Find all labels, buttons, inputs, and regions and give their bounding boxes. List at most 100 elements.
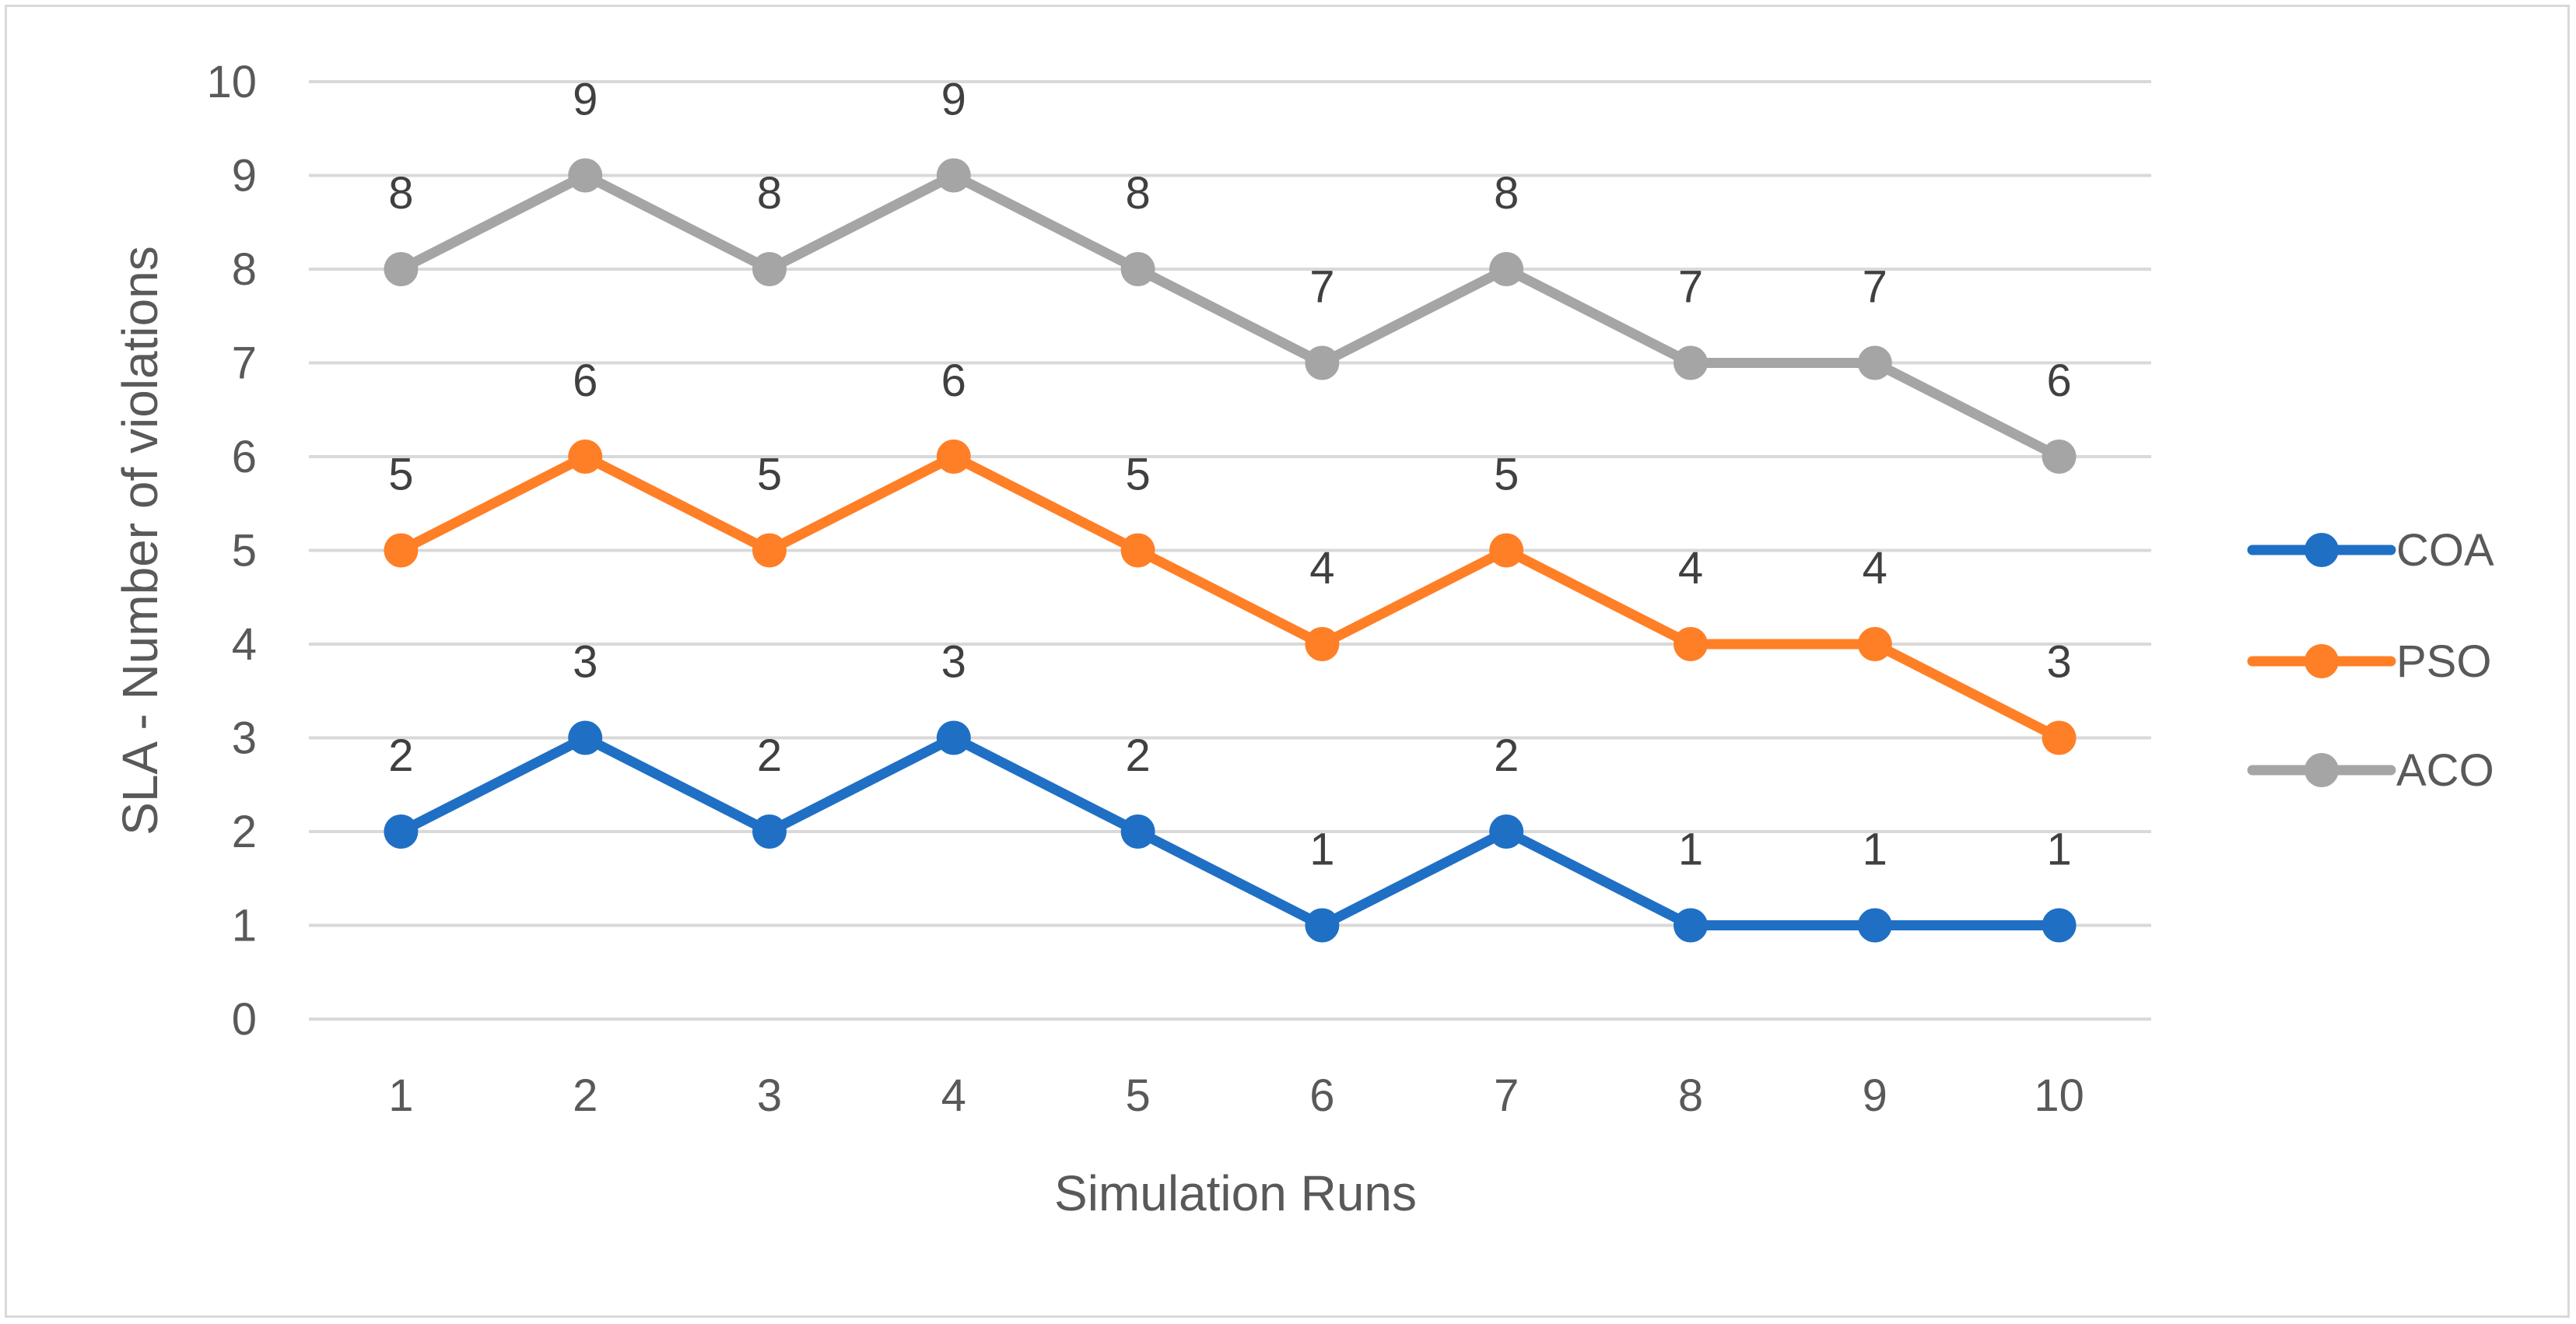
data-point-coa: [752, 814, 787, 849]
data-label-pso: 5: [1125, 450, 1150, 500]
data-point-aco: [1489, 252, 1524, 286]
data-label-aco: 7: [1678, 262, 1703, 313]
data-label-aco: 7: [1863, 262, 1887, 313]
legend-marker-aco: [2304, 753, 2339, 787]
x-tick-label: 2: [573, 1070, 598, 1121]
data-label-coa: 2: [1125, 730, 1150, 781]
data-point-aco: [1857, 345, 1892, 380]
data-label-coa: 1: [1309, 825, 1334, 875]
series-line-aco: [395, 170, 2065, 462]
x-tick-label: 5: [1125, 1070, 1150, 1121]
x-tick-label: 8: [1678, 1070, 1703, 1121]
data-label-pso: 4: [1309, 543, 1334, 594]
x-axis-title: Simulation Runs: [1054, 1165, 1417, 1221]
y-tick-label: 4: [232, 619, 257, 670]
chart-frame: [5, 5, 2570, 1318]
data-point-aco: [384, 252, 419, 286]
data-point-coa: [384, 814, 419, 849]
x-tick-label: 1: [388, 1070, 413, 1121]
series-lines: [395, 170, 2065, 930]
data-point-aco: [1674, 345, 1708, 380]
series-line-pso: [395, 451, 2065, 743]
legend-marker-pso: [2304, 644, 2339, 678]
y-tick-label: 0: [232, 994, 257, 1045]
data-label-aco: 6: [2046, 356, 2071, 406]
data-label-coa: 2: [388, 730, 413, 781]
data-label-aco: 8: [757, 168, 782, 219]
legend: COA PSO ACO: [2247, 525, 2494, 796]
x-tick-label: 7: [1494, 1070, 1519, 1121]
data-label-coa: 3: [573, 637, 598, 688]
data-label-pso: 6: [573, 356, 598, 406]
data-label-pso: 3: [2046, 637, 2071, 688]
data-point-pso: [568, 440, 603, 474]
y-tick-label: 5: [232, 526, 257, 576]
y-tick-label: 6: [232, 432, 257, 482]
data-point-pso: [1857, 627, 1892, 661]
data-label-pso: 5: [388, 450, 413, 500]
x-axis-ticks: 1 2 3 4 5 6 7 8 9 10: [388, 1070, 2084, 1121]
data-point-aco: [568, 158, 603, 193]
legend-label-pso: PSO: [2396, 636, 2492, 687]
data-label-pso: 5: [1494, 450, 1519, 500]
data-label-coa: 2: [1494, 730, 1519, 781]
y-tick-label: 3: [232, 713, 257, 764]
data-point-aco: [1305, 345, 1340, 380]
data-point-coa: [936, 720, 971, 755]
data-point-aco: [752, 252, 787, 286]
x-tick-label: 3: [757, 1070, 782, 1121]
data-label-coa: 3: [941, 637, 966, 688]
data-point-aco: [936, 158, 971, 193]
data-point-coa: [2042, 908, 2077, 943]
data-point-coa: [1674, 908, 1708, 943]
data-point-pso: [1674, 627, 1708, 661]
y-axis-ticks: 0 1 2 3 4 5 6 7 8 9 10: [206, 57, 257, 1045]
data-point-pso: [752, 533, 787, 568]
y-tick-label: 9: [232, 151, 257, 201]
y-tick-label: 8: [232, 244, 257, 295]
data-label-coa: 1: [1678, 825, 1703, 875]
data-point-pso: [1489, 533, 1524, 568]
data-point-pso: [2042, 720, 2077, 755]
data-labels: 2 3 2 3 2 1 2 1 1 1 5 6 5 6 5 4 5 4 4 3 8 9 8 9 8 7 8 7 7 6: [388, 75, 2071, 875]
series-points: [384, 158, 2077, 943]
data-point-pso: [384, 533, 419, 568]
x-tick-label: 9: [1863, 1070, 1887, 1121]
x-tick-label: 6: [1309, 1070, 1334, 1121]
data-label-aco: 8: [388, 168, 413, 219]
data-label-aco: 7: [1309, 262, 1334, 313]
data-point-aco: [1120, 252, 1155, 286]
data-label-aco: 9: [941, 75, 966, 125]
data-point-coa: [568, 720, 603, 755]
legend-label-aco: ACO: [2396, 745, 2494, 796]
legend-marker-coa: [2304, 533, 2339, 567]
data-label-coa: 1: [2046, 825, 2071, 875]
data-label-pso: 4: [1863, 543, 1887, 594]
data-label-aco: 9: [573, 75, 598, 125]
series-line-coa: [395, 733, 2065, 930]
data-label-pso: 4: [1678, 543, 1703, 594]
y-tick-label: 10: [206, 57, 257, 107]
y-axis-title: SLA - Number of violations: [112, 246, 168, 835]
data-label-coa: 1: [1863, 825, 1887, 875]
x-tick-label: 10: [2034, 1070, 2084, 1121]
data-point-coa: [1305, 908, 1340, 943]
legend-label-coa: COA: [2396, 525, 2494, 576]
data-label-aco: 8: [1125, 168, 1150, 219]
data-point-pso: [1305, 627, 1340, 661]
data-point-coa: [1489, 814, 1524, 849]
data-point-coa: [1857, 908, 1892, 943]
data-label-aco: 8: [1494, 168, 1519, 219]
y-tick-label: 1: [232, 901, 257, 951]
data-label-pso: 6: [941, 356, 966, 406]
x-tick-label: 4: [941, 1070, 966, 1121]
data-point-coa: [1120, 814, 1155, 849]
gridlines: [309, 80, 2151, 1021]
data-point-aco: [2042, 440, 2077, 474]
data-label-coa: 2: [757, 730, 782, 781]
y-tick-label: 2: [232, 807, 257, 857]
data-point-pso: [1120, 533, 1155, 568]
data-label-pso: 5: [757, 450, 782, 500]
data-point-pso: [936, 440, 971, 474]
